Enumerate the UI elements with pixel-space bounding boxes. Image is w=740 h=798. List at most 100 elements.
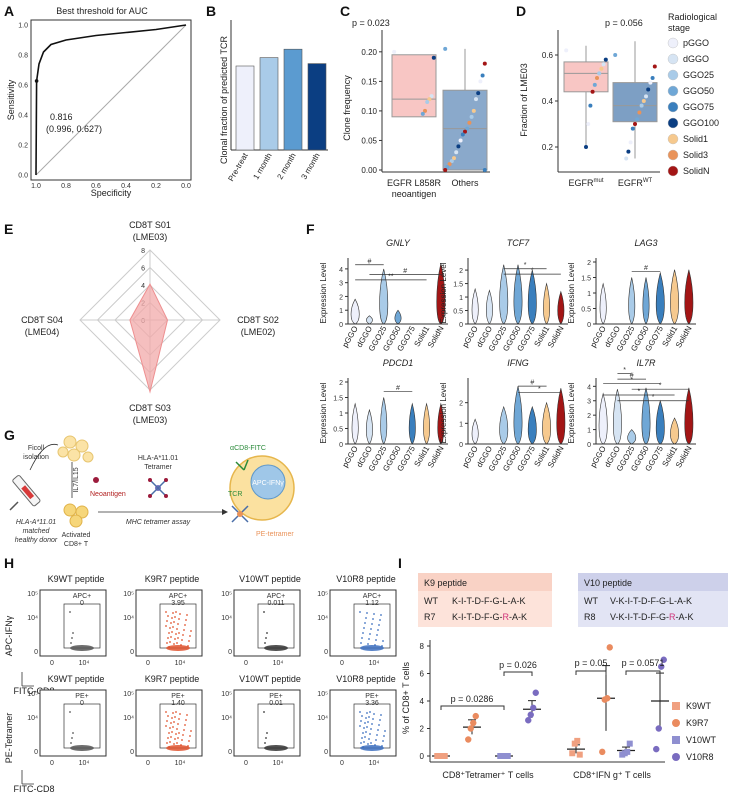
point-1-6 <box>641 99 646 103</box>
flow-event-1-1-34 <box>173 721 175 723</box>
flow-event-1-1-36 <box>175 711 177 713</box>
violin-tick-label-2-0: 0 <box>587 322 591 329</box>
flow-title-1-2: V10WT peptide <box>239 674 301 684</box>
k9-mut-seq: K-I-T-D-F-G-R-A-K <box>452 612 527 622</box>
flow-frame-1-3 <box>329 689 397 757</box>
flow-blob-0-1 <box>166 645 190 651</box>
flow-event-0-1-31 <box>170 636 172 638</box>
point-0-2 <box>601 62 606 67</box>
flow-event-1-3-16 <box>375 739 377 741</box>
bar-0 <box>235 65 255 151</box>
violin-5-GGO75 <box>655 399 665 445</box>
flow-event-1-1-29 <box>168 746 170 748</box>
flow-event-1-1-23 <box>188 740 190 742</box>
g-pe: PE-tetramer <box>256 531 294 538</box>
flow-event-0-1-9 <box>174 638 176 640</box>
point-1-5 <box>644 94 648 99</box>
flow-event-1-1-6 <box>171 717 173 719</box>
radar-label-s04-line2: (LME04) <box>25 327 60 337</box>
legend-dot-Solid3 <box>667 149 679 161</box>
violin-5-GGO50 <box>641 387 651 445</box>
flow-event-0-3-11 <box>370 628 372 630</box>
violin-gene-PDCD1: PDCD1 <box>383 358 414 368</box>
sig-label-13: * <box>637 388 640 395</box>
panel-d-group1-main: EGFR <box>568 178 594 188</box>
k9-wt-label: WT <box>424 596 438 606</box>
point-1-18 <box>445 165 450 170</box>
flow-event-0-1-34 <box>173 621 175 623</box>
radar-label-s02-line1: CD8T S02 <box>237 315 279 325</box>
flow-event-0-0-3 <box>72 632 74 634</box>
point-0-9 <box>586 122 591 126</box>
flow-event-1-0-3 <box>72 732 74 734</box>
legend-label-dGGO: dGGO <box>683 54 709 64</box>
flow-x0-1-2: 0 <box>244 760 248 767</box>
violin-ylabel-5: Expression Level <box>567 382 576 443</box>
g-arrow-up <box>29 443 59 471</box>
flow-event-0-1-16 <box>181 639 183 641</box>
flow-blob-1-2 <box>264 745 288 751</box>
flow-x0-1-1: 0 <box>146 760 150 767</box>
flow-x0-0-1: 0 <box>146 660 150 667</box>
panel-a-xlabel: Specificity <box>91 188 132 198</box>
point-0-4 <box>425 100 430 105</box>
flow-event-0-3-22 <box>381 645 383 647</box>
violin-ylabel-0: Expression Level <box>319 262 328 323</box>
violin-tick-label-3-1.5: 1.5 <box>333 396 343 403</box>
violin-tick-label-0-0: 0 <box>339 322 343 329</box>
sig-label-6: # <box>396 385 400 392</box>
panel-d-group2-main: EGFR <box>618 178 644 188</box>
flow-y5-1-2: 10⁵ <box>221 691 232 698</box>
flow-event-1-3-7 <box>366 712 368 714</box>
flow-event-1-1-33 <box>172 726 174 728</box>
panel-a-ylabel: Sensitivity <box>6 79 16 120</box>
flow-frame-0-0 <box>39 589 107 657</box>
legend-dot-GGO25 <box>667 69 679 81</box>
flow-event-0-3-12 <box>371 623 373 625</box>
point-1-4 <box>476 91 481 96</box>
violin-3-Solid1 <box>423 402 431 445</box>
violin-3-pGGO <box>351 402 359 445</box>
flow-y4-1-3: 10⁴ <box>317 715 328 722</box>
flow-event-1-1-2 <box>167 737 169 739</box>
flow-event-0-1-12 <box>177 623 179 625</box>
i-legend-label-K9WT: K9WT <box>686 701 712 711</box>
sig-label-4: * <box>531 268 534 275</box>
panel-a: A Best threshold for AUC 0.816 (0.996, 0… <box>4 3 192 198</box>
violin-3-GGO75 <box>408 402 416 445</box>
flow-y0-1-0: 0 <box>34 749 38 756</box>
flow-blob-0-2 <box>264 645 288 651</box>
violin-ylabel-2: Expression Level <box>567 262 576 323</box>
sig-label-8: * <box>538 386 541 393</box>
point-1-3 <box>478 79 483 84</box>
panel-f-letter: F <box>306 221 315 237</box>
panel-c-group1-line2: neoantigen <box>392 189 437 199</box>
tick-label-0.15: 0.15 <box>361 77 377 86</box>
flow-event-1-1-3 <box>168 732 170 734</box>
flow-gate-label-1-1: PE+ <box>171 693 184 700</box>
flow-event-1-0-0 <box>69 711 71 713</box>
flow-event-1-1-12 <box>177 723 179 725</box>
i-pt-3-1-2 <box>658 663 665 670</box>
panel-d-ylabel: Fraction of LME03 <box>519 63 529 137</box>
sig-label-1: # <box>403 268 407 275</box>
flow-event-0-1-11 <box>176 628 178 630</box>
flow-y0-0-1: 0 <box>130 649 134 656</box>
k9-mut-res: R <box>502 612 509 622</box>
flow-event-1-3-30 <box>363 741 365 743</box>
stage-legend: pGGO dGGO GGO25 GGO50 GGO75 GGO100 Solid1 Solid… <box>667 37 719 177</box>
flow-event-1-3-20 <box>379 719 381 721</box>
flow-event-0-1-35 <box>174 616 176 618</box>
violin-tick-label-2-0.5: 0.5 <box>581 307 591 314</box>
panel-d: D p = 0.056 Fraction of LME03 0.20.40.6 … <box>516 3 719 188</box>
i-pt-1-0-1 <box>467 725 474 732</box>
flow-event-0-1-8 <box>173 643 175 645</box>
flow-event-0-1-17 <box>182 634 184 636</box>
flow-title-0-2: V10WT peptide <box>239 574 301 584</box>
flow-gate-label-1-0: PE+ <box>75 693 88 700</box>
i-dots <box>432 644 669 759</box>
roc-xtick-0.4: 0.4 <box>121 183 131 190</box>
panel-a-threshold: (0.996, 0.627) <box>46 124 102 134</box>
violin-0-dGGO <box>365 315 373 325</box>
radar-label-s04-line1: CD8T S04 <box>21 315 63 325</box>
